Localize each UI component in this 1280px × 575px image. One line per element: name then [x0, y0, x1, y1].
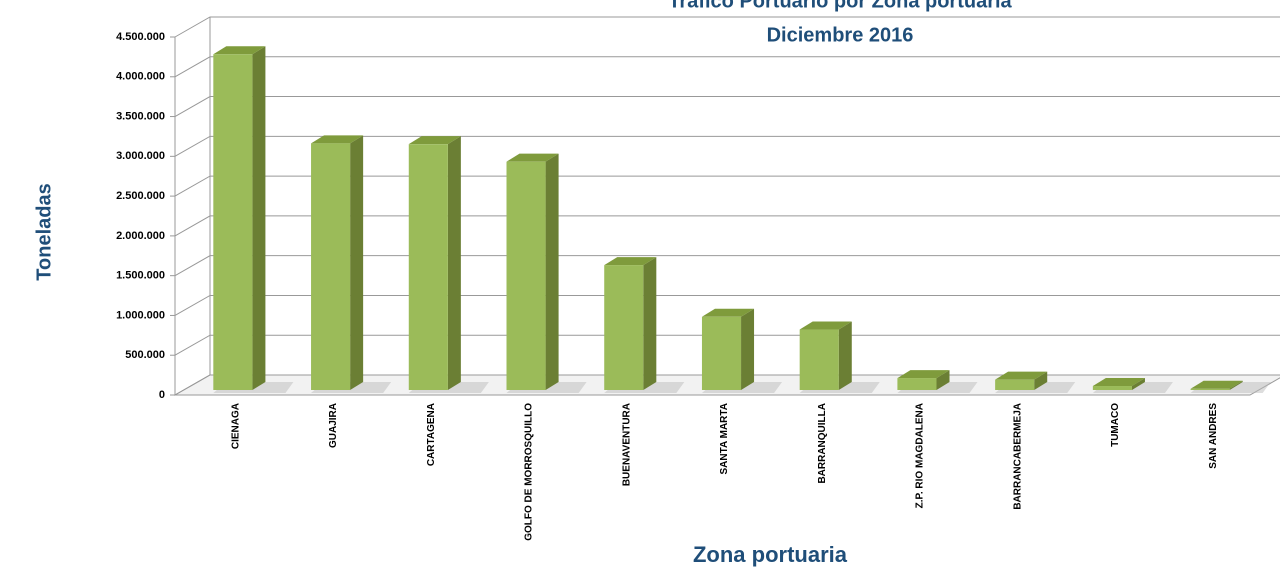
- bar: [701, 316, 742, 390]
- x-tick-label: CIENAGA: [231, 403, 242, 449]
- bar-side: [447, 136, 461, 390]
- bar-top: [213, 46, 266, 55]
- x-tick-label: GOLFO DE MORROSQUILLO: [524, 403, 535, 541]
- chart-subtitle: Diciembre 2016: [767, 24, 914, 46]
- y-tick-label: 3.500.000: [116, 110, 165, 122]
- x-tick-label: BARRANCABERMEJA: [1012, 403, 1023, 510]
- y-tick-label: 500.000: [125, 349, 165, 361]
- bar-top: [1190, 380, 1243, 389]
- bar-top: [701, 308, 755, 317]
- chart-title: Tráfico Portuario por Zona portuaria: [668, 0, 1012, 12]
- side-wall: [174, 37, 211, 396]
- bar-top: [311, 135, 364, 144]
- grid-line: [174, 215, 1280, 237]
- x-axis-title: Zona portuaria: [693, 542, 848, 567]
- bar: [311, 143, 351, 390]
- bar: [1190, 388, 1230, 390]
- y-tick-label: 0: [159, 389, 165, 401]
- y-tick-label: 4.500.000: [116, 31, 165, 43]
- bar-side: [741, 308, 755, 390]
- bar: [799, 329, 839, 390]
- y-tick-label: 1.500.000: [116, 270, 165, 282]
- bar: [408, 144, 448, 390]
- bar-side: [643, 257, 657, 390]
- bar: [213, 54, 253, 391]
- grid-line: [174, 96, 1280, 117]
- bar: [1092, 386, 1132, 390]
- grid-line: [174, 135, 1280, 157]
- bar: [897, 378, 937, 390]
- x-tick-label: GUAJIRA: [328, 403, 339, 448]
- bar-top: [799, 321, 852, 330]
- grid-line: [174, 334, 1280, 356]
- y-axis-title: Toneladas: [33, 183, 55, 280]
- grid-line: [174, 56, 1280, 78]
- bar-top: [995, 371, 1048, 380]
- y-tick-label: 4.000.000: [116, 71, 165, 83]
- x-tick-label: BUENAVENTURA: [621, 403, 632, 486]
- bar-top: [897, 370, 950, 379]
- bar-side: [350, 135, 364, 390]
- x-tick-label: BARRANQUILLA: [817, 403, 828, 484]
- x-tick-label: Z.P. RIO MAGDALENA: [915, 403, 926, 508]
- y-tick-label: 2.500.000: [116, 190, 165, 202]
- grid-line: [174, 16, 1280, 38]
- bar-side: [1131, 378, 1145, 390]
- bar: [604, 265, 644, 390]
- y-tick-label: 1.000.000: [116, 309, 165, 321]
- x-tick-label: TUMACO: [1110, 403, 1121, 447]
- grid-line: [174, 255, 1280, 277]
- x-tick-label: CARTAGENA: [426, 403, 437, 466]
- bar-top: [408, 136, 461, 145]
- bar-side: [545, 153, 559, 390]
- grid-line: [174, 294, 1280, 316]
- bar-side: [936, 370, 950, 390]
- grid-line: [174, 175, 1280, 197]
- bar-side: [1034, 371, 1048, 390]
- x-tick-label: SAN ANDRES: [1208, 403, 1219, 469]
- bar-top: [506, 153, 559, 162]
- bar: [995, 379, 1035, 390]
- bar-side: [1229, 380, 1243, 390]
- x-tick-label: SANTA MARTA: [719, 403, 730, 474]
- y-tick-label: 2.000.000: [116, 230, 165, 242]
- y-tick-label: 3.000.000: [116, 150, 165, 162]
- bar-top: [1092, 378, 1145, 387]
- bar-top: [604, 257, 657, 266]
- bar-side: [252, 46, 266, 391]
- bar: [506, 161, 546, 390]
- bar-side: [838, 321, 852, 390]
